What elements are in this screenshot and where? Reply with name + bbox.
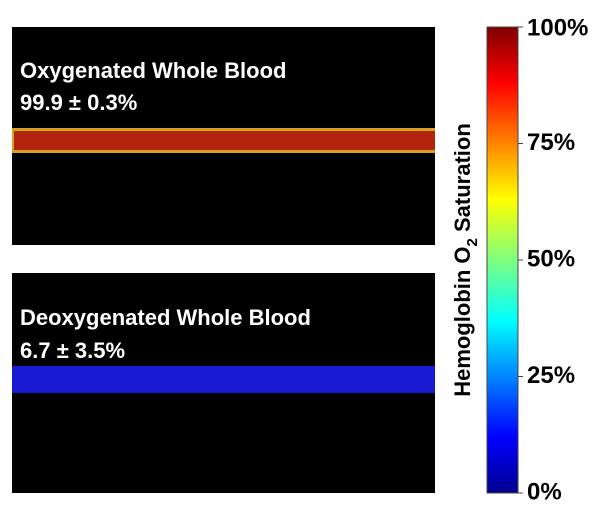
colorbar-label: Hemoglobin O2 Saturation: [450, 123, 481, 397]
tick-label: 0%: [527, 478, 562, 505]
label-subscript: 2: [464, 238, 481, 246]
tick-label: 100%: [527, 14, 588, 41]
vessel-deoxygenated: [12, 366, 435, 393]
label-suffix: Saturation: [450, 123, 475, 238]
panel-title: Deoxygenated Whole Blood: [20, 305, 311, 330]
panel-value: 6.7 ± 3.5%: [20, 338, 125, 363]
colorbar: [487, 27, 518, 493]
panel-title: Oxygenated Whole Blood: [20, 58, 286, 83]
tick-label: 75%: [527, 129, 575, 156]
panel-value: 99.9 ± 0.3%: [20, 90, 137, 115]
figure: Oxygenated Whole Blood 99.9 ± 0.3% Deoxy…: [0, 0, 613, 506]
label-text: Hemoglobin O: [450, 246, 475, 396]
vessel-oxygenated: [14, 131, 435, 150]
tick-label: 50%: [527, 245, 575, 272]
tick-label: 25%: [527, 362, 575, 389]
